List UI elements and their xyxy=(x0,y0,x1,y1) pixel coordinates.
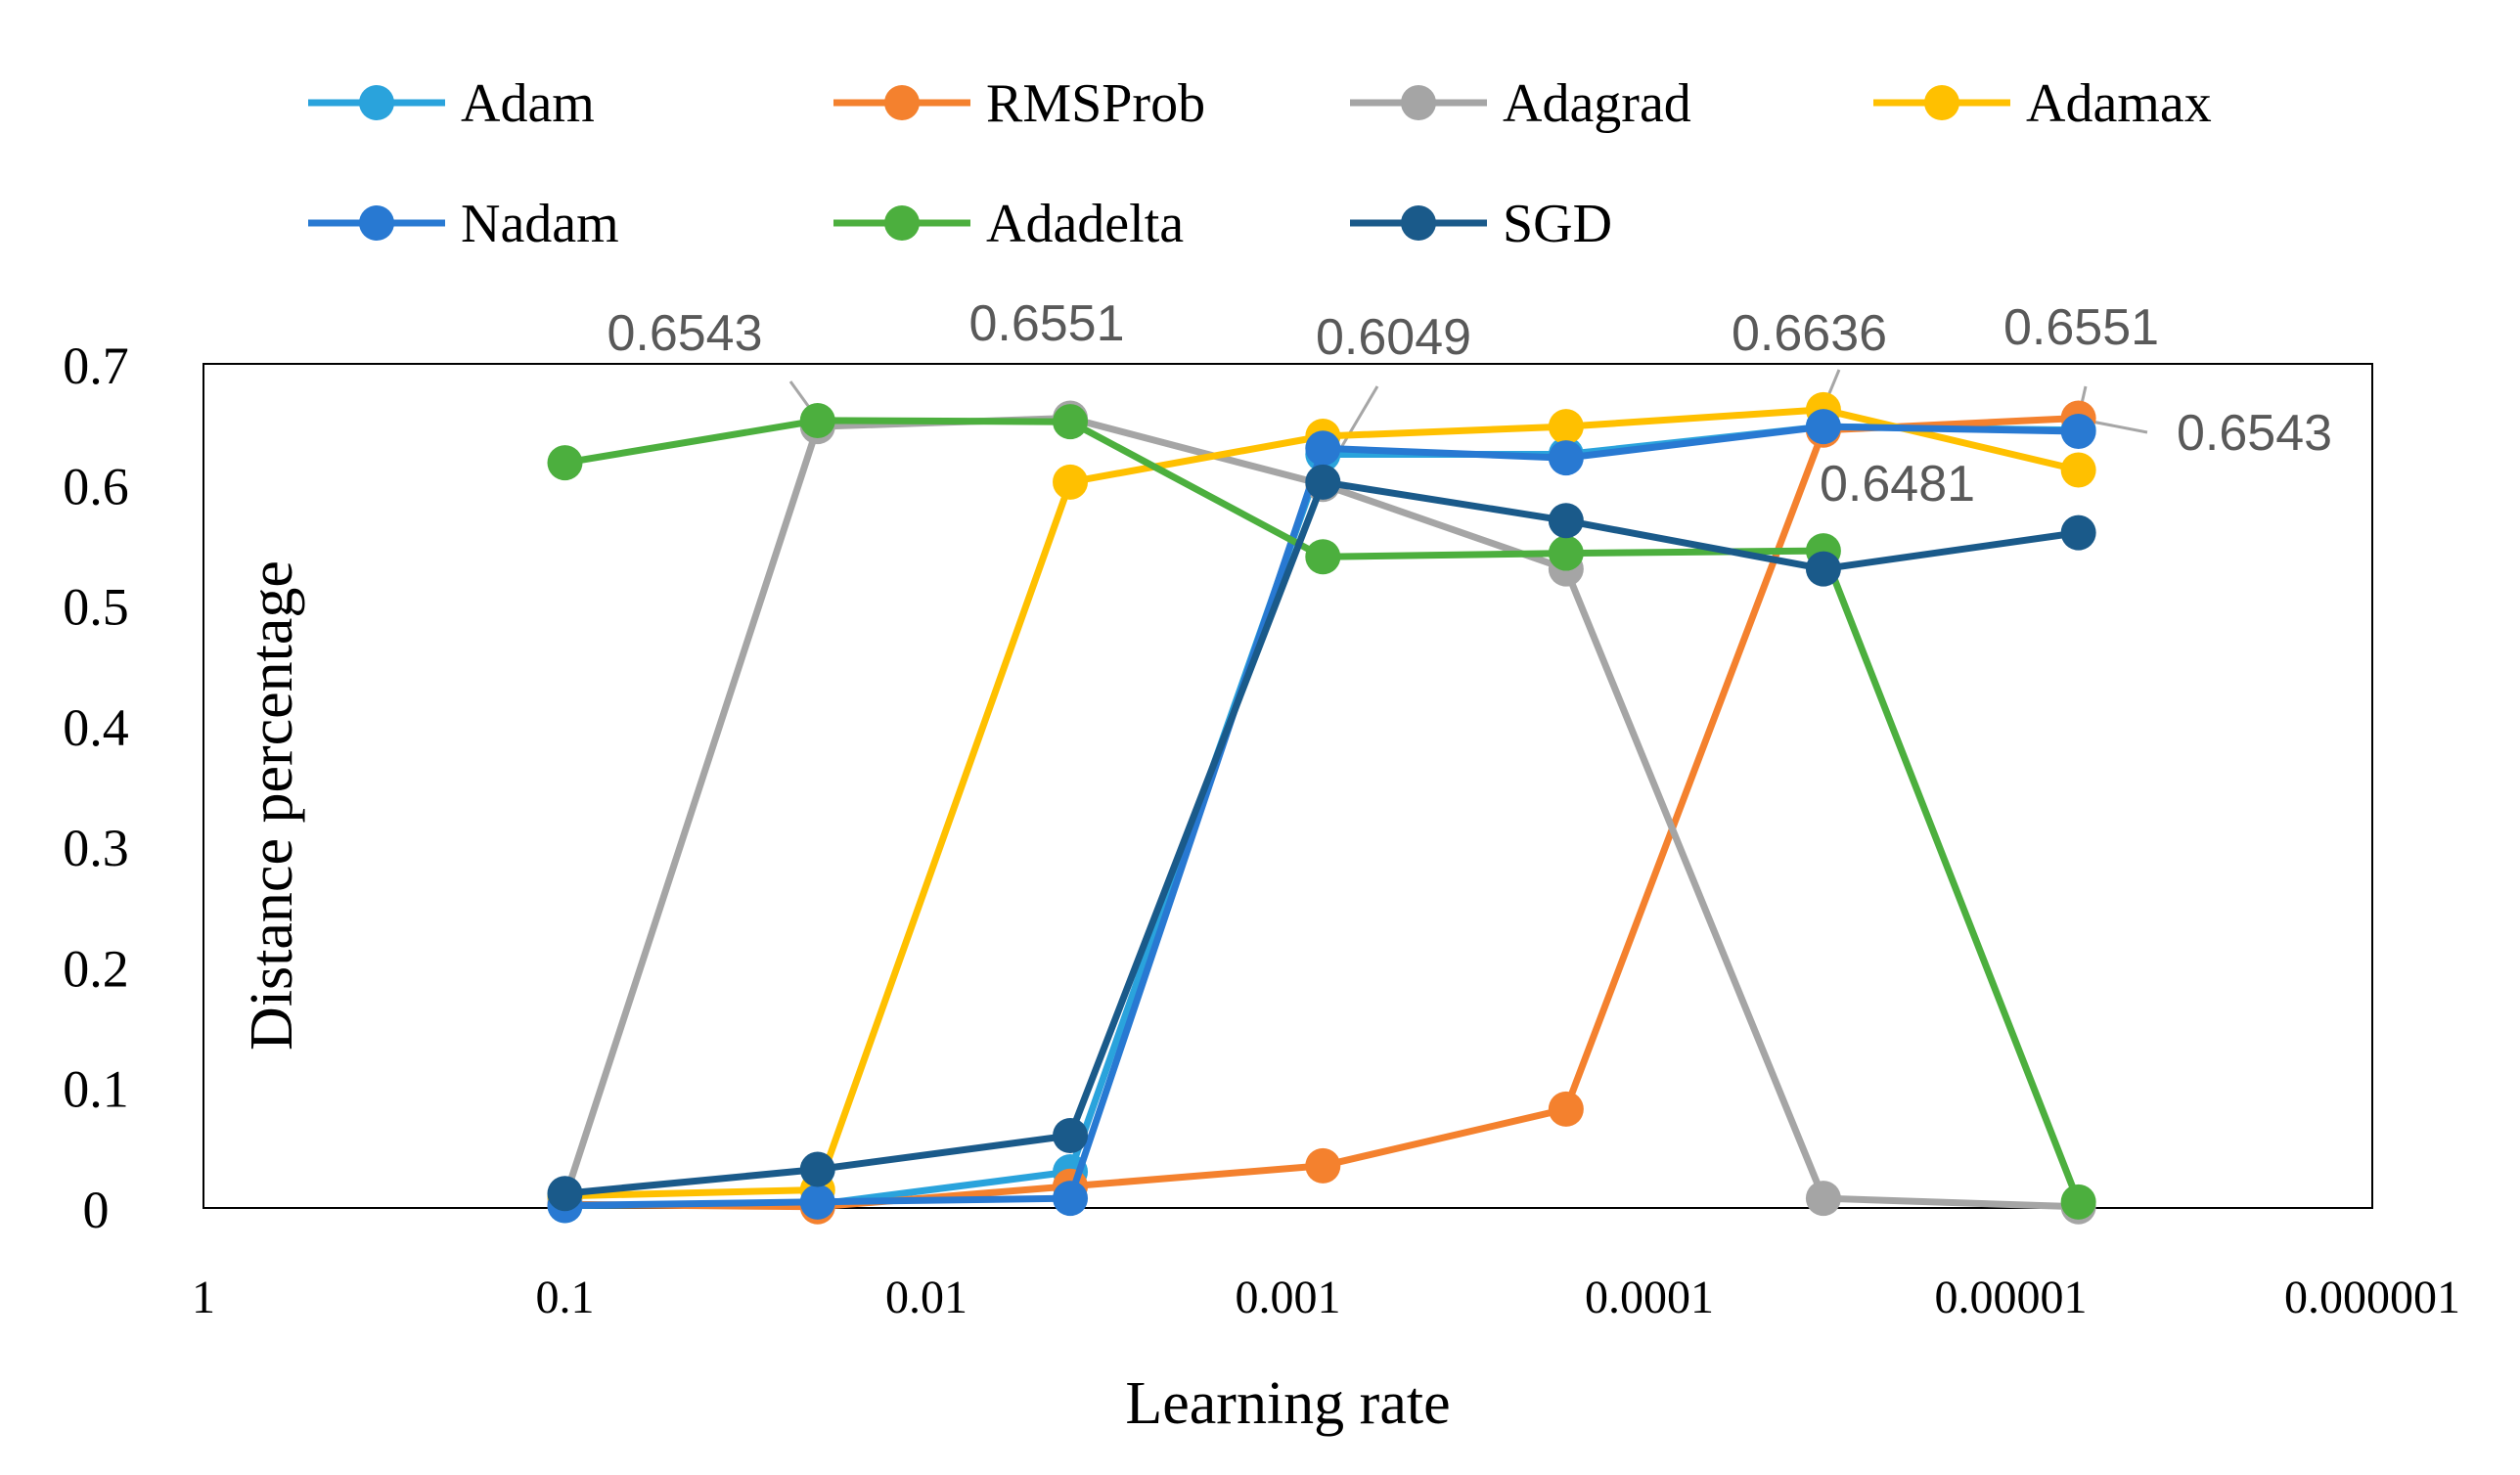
data-point xyxy=(1548,1091,1584,1127)
data-point xyxy=(799,1151,835,1187)
series-line xyxy=(562,478,2083,1197)
legend-item-sgd: SGD xyxy=(1350,194,1612,254)
legend-marker xyxy=(359,205,394,241)
legend-item-nadam: Nadam xyxy=(308,194,619,254)
x-tick-label: 0.00001 xyxy=(1935,1272,2088,1323)
data-point xyxy=(1305,539,1341,575)
data-label: 0.6543 xyxy=(607,305,762,362)
series-adadelta xyxy=(547,402,2096,1220)
legend-label: RMSProb xyxy=(986,73,1205,134)
data-point xyxy=(1548,409,1584,445)
data-label: 0.6551 xyxy=(2003,299,2159,356)
y-tick-label: 0.1 xyxy=(63,1060,129,1119)
legend-label: Nadam xyxy=(461,194,619,254)
series-line xyxy=(562,415,2083,1211)
data-point xyxy=(547,445,583,481)
data-label: 0.6543 xyxy=(2177,405,2332,462)
data-point xyxy=(1053,1118,1089,1154)
data-point xyxy=(547,1176,583,1212)
x-axis-title: Learning rate xyxy=(1125,1370,1450,1437)
legend-item-adadelta: Adadelta xyxy=(833,194,1184,254)
x-tick-label: 0.1 xyxy=(536,1272,595,1323)
data-point xyxy=(2060,1184,2096,1220)
legend: Adam RMSProb Adagrad Adamax Nadam Adadelta SGD xyxy=(308,73,2212,254)
data-point xyxy=(1805,409,1841,445)
data-point xyxy=(799,402,835,438)
legend-marker xyxy=(1924,85,1959,120)
legend-marker xyxy=(1401,205,1436,241)
data-point xyxy=(2060,452,2096,488)
data-point xyxy=(1805,551,1841,587)
y-tick-label: 0.3 xyxy=(63,819,129,877)
data-point xyxy=(799,1184,835,1220)
series-adagrad xyxy=(547,400,2096,1225)
legend-marker xyxy=(359,85,394,120)
data-label: 0.6551 xyxy=(968,295,1124,352)
data-point xyxy=(1053,404,1089,440)
series-sgd xyxy=(547,464,2096,1212)
data-point xyxy=(1305,464,1341,500)
legend-marker xyxy=(884,205,920,241)
legend-label: SGD xyxy=(1503,194,1612,254)
x-tick-label: 0.000001 xyxy=(2284,1272,2460,1323)
data-label: 0.6481 xyxy=(1820,456,1975,513)
data-point xyxy=(1805,1181,1841,1217)
legend-label: Adadelta xyxy=(986,194,1184,254)
y-tick-label: 0.4 xyxy=(63,698,129,757)
y-axis-title: Distance percentage xyxy=(239,560,305,1050)
x-tick-label: 1 xyxy=(192,1272,215,1323)
x-tick-label: 0.0001 xyxy=(1585,1272,1714,1323)
legend-label: Adam xyxy=(461,73,595,134)
series-rmsprob xyxy=(547,400,2096,1225)
series-line xyxy=(562,415,2083,1211)
legend-marker xyxy=(1401,85,1436,120)
legend-label: Adamax xyxy=(2026,73,2212,134)
legend-item-adam: Adam xyxy=(308,73,595,134)
legend-item-rmsprob: RMSProb xyxy=(833,73,1205,134)
data-point xyxy=(1053,464,1089,500)
series-group xyxy=(547,391,2096,1225)
legend-item-adagrad: Adagrad xyxy=(1350,73,1691,134)
data-point xyxy=(1548,535,1584,571)
y-tick-label: 0.7 xyxy=(63,336,129,395)
annotations: 0.6543 0.6551 0.6049 0.6636 0.6481 0.6551 0.65… xyxy=(607,295,2332,513)
data-point xyxy=(1548,503,1584,539)
data-label: 0.6049 xyxy=(1316,309,1471,366)
data-point xyxy=(2060,414,2096,450)
series-adam xyxy=(547,409,2096,1224)
y-tick-label: 0.2 xyxy=(63,939,129,998)
plot-area xyxy=(202,363,2373,1209)
x-tick-label: 0.001 xyxy=(1236,1272,1341,1323)
axes: 0 0.1 0.2 0.3 0.4 0.5 0.6 0.7 1 0.1 0.01 0.001 0.000… xyxy=(63,336,2460,1323)
data-label: 0.6636 xyxy=(1732,305,1887,362)
data-point xyxy=(1305,1147,1341,1184)
series-line xyxy=(562,406,2083,1200)
legend-marker xyxy=(884,85,920,120)
data-point xyxy=(1548,440,1584,476)
legend-label: Adagrad xyxy=(1503,73,1691,134)
y-tick-label: 0 xyxy=(83,1181,110,1239)
data-point xyxy=(2060,514,2096,551)
x-tick-label: 0.01 xyxy=(885,1272,968,1323)
legend-item-adamax: Adamax xyxy=(1873,73,2212,134)
series-line xyxy=(562,417,2083,1206)
series-adamax xyxy=(547,391,2096,1214)
y-tick-label: 0.5 xyxy=(63,578,129,637)
y-tick-label: 0.6 xyxy=(63,457,129,515)
series-nadam xyxy=(547,409,2096,1224)
data-point xyxy=(1053,1181,1089,1217)
data-point xyxy=(1305,430,1341,467)
